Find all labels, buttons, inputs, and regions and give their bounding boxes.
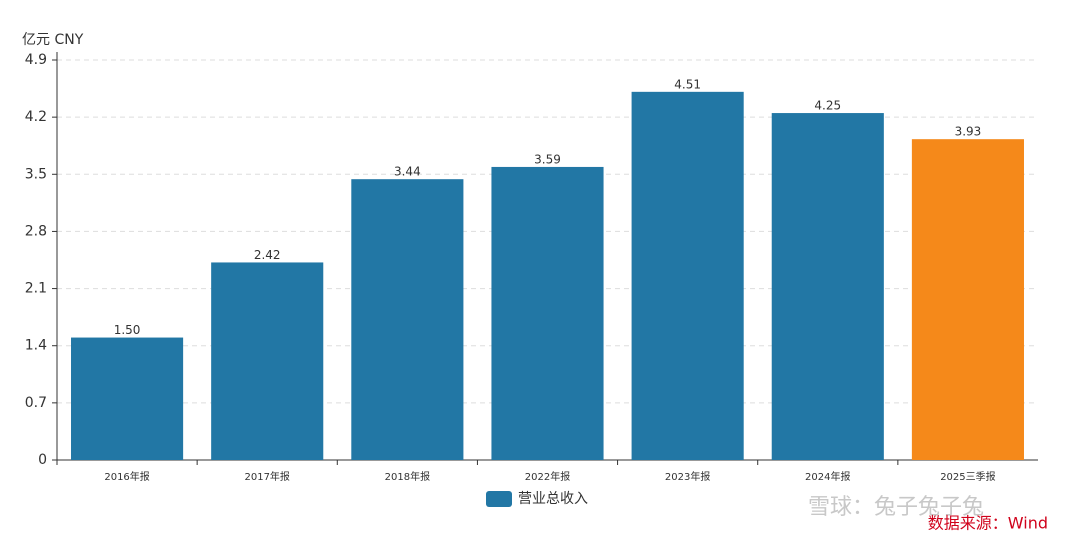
y-tick-label: 2.1 xyxy=(25,281,47,297)
y-tick-label: 4.9 xyxy=(25,52,47,68)
value-label: 2.42 xyxy=(254,248,281,262)
value-label: 4.51 xyxy=(674,77,701,91)
bar xyxy=(771,113,884,461)
x-tick-label: 2022年报 xyxy=(525,470,570,483)
value-label: 3.44 xyxy=(394,165,421,179)
source: 数据来源：Wind xyxy=(928,514,1048,533)
bar xyxy=(71,337,184,460)
x-tick-label: 2016年报 xyxy=(104,470,149,483)
bar xyxy=(211,262,324,460)
legend-label: 营业总收入 xyxy=(518,491,588,507)
value-label: 3.59 xyxy=(534,152,561,166)
bar xyxy=(631,91,744,460)
watermark: 雪球：兔子兔子兔 xyxy=(808,495,984,520)
value-label: 3.93 xyxy=(955,125,982,139)
y-tick-label: 4.2 xyxy=(25,109,47,125)
x-tick-label: 2024年报 xyxy=(805,470,850,483)
y-tick-label: 3.5 xyxy=(25,166,47,182)
y-unit: 亿元 CNY xyxy=(22,32,84,48)
bar xyxy=(491,166,604,460)
value-label: 1.50 xyxy=(114,323,141,337)
bar xyxy=(911,139,1024,461)
y-tick-label: 0 xyxy=(38,452,47,468)
legend-swatch xyxy=(486,491,512,507)
value-label: 4.25 xyxy=(814,99,841,113)
x-tick-label: 2023年报 xyxy=(665,470,710,483)
bar xyxy=(351,179,464,461)
y-tick-label: 2.8 xyxy=(25,223,47,239)
x-tick-label: 2018年报 xyxy=(385,470,430,483)
y-tick-label: 0.7 xyxy=(25,395,47,411)
x-tick-label: 2017年报 xyxy=(244,470,289,483)
x-tick-label: 2025三季报 xyxy=(940,470,995,483)
y-tick-label: 1.4 xyxy=(25,338,47,354)
